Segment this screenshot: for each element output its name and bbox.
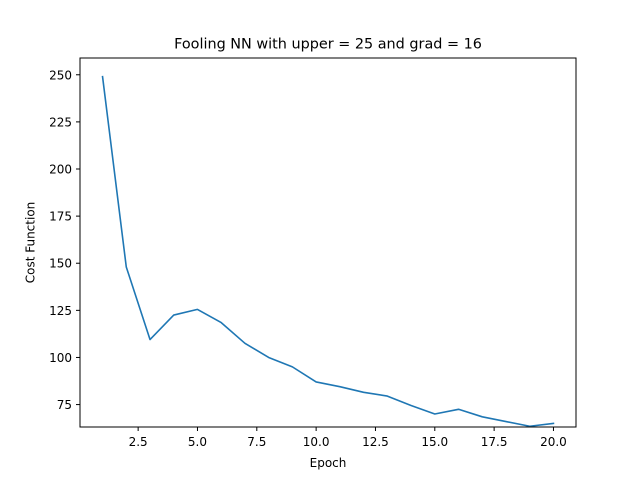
plot-frame [79,57,577,428]
x-tick-label: 20.0 [540,435,567,449]
x-axis-title: Epoch [310,456,347,470]
y-tick-label: 250 [49,68,72,82]
x-tick-label: 2.5 [129,435,148,449]
series-layer [101,75,555,428]
x-tick-label: 7.5 [247,435,266,449]
y-tick-label: 125 [49,304,72,318]
y-tick-label: 225 [49,115,72,129]
chart-title: Fooling NN with upper = 25 and grad = 16 [174,37,482,53]
y-tick-label: 200 [49,163,72,177]
y-tick-label: 175 [49,210,72,224]
x-tick-label: 10.0 [303,435,330,449]
y-tick-label: 75 [57,398,72,412]
x-tick-label: 12.5 [362,435,389,449]
x-tick-label: 17.5 [481,435,508,449]
y-tick-label: 100 [49,351,72,365]
y-tick-label: 150 [49,257,72,271]
y-axis: 75 100 125 150 175 200 225 250 [49,68,80,412]
x-axis: 2.5 5.0 7.5 10.0 12.5 15.0 17.5 20.0 [129,427,567,449]
x-tick-label: 15.0 [421,435,448,449]
y-axis-title: Cost Function [24,202,38,284]
x-tick-label: 5.0 [188,435,207,449]
series-line [101,75,555,428]
